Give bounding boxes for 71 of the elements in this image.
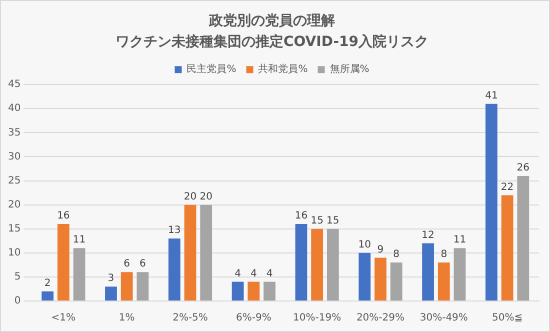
y-tick-label: 25 — [8, 175, 21, 186]
bar — [184, 204, 196, 300]
y-tick-label: 5 — [14, 272, 21, 283]
data-label: 9 — [377, 244, 384, 256]
data-label: 6 — [140, 258, 146, 270]
bar — [120, 272, 133, 300]
data-label: 13 — [168, 225, 181, 236]
bar — [42, 291, 54, 300]
y-tick-label: 15 — [8, 223, 21, 234]
data-label: 26 — [516, 162, 530, 174]
data-label: 15 — [310, 215, 324, 226]
x-tick-label: 6%-9% — [236, 312, 272, 324]
data-label: 6 — [124, 258, 130, 270]
data-label: 12 — [422, 230, 434, 241]
bar — [232, 282, 244, 300]
legend-label: 共和党員% — [258, 63, 308, 76]
y-tick-label: 10 — [8, 248, 21, 259]
bar — [326, 228, 339, 300]
bar — [422, 243, 434, 300]
x-tick-label: <1% — [51, 312, 76, 324]
x-tick-label: 30%-49% — [420, 312, 468, 324]
bar — [200, 204, 212, 300]
data-label: 4 — [266, 268, 273, 280]
y-tick-label: 45 — [8, 79, 21, 90]
bar — [438, 262, 450, 300]
data-label: 20 — [184, 191, 197, 202]
x-tick-label: 1% — [118, 312, 135, 324]
data-label: 4 — [250, 268, 257, 280]
bar — [295, 224, 308, 300]
y-tick-label: 20 — [8, 199, 21, 210]
data-label: 8 — [440, 249, 448, 260]
y-tick-label: 35 — [8, 127, 21, 138]
y-tick-label: 40 — [8, 103, 21, 114]
bar — [264, 282, 276, 300]
y-tick-label: 30 — [8, 151, 21, 162]
data-label: 11 — [72, 234, 86, 246]
bar — [358, 252, 371, 300]
bar — [57, 224, 70, 300]
data-label: 15 — [326, 215, 340, 226]
data-label: 8 — [393, 249, 400, 260]
chart-title: 政党別の党員の理解 — [208, 13, 335, 30]
data-label: 22 — [500, 182, 514, 193]
chart-subtitle: ワクチン未接種集団の推定COVID-19入院リスク — [115, 32, 429, 50]
bar — [486, 104, 498, 300]
x-tick-label: 50%≦ — [492, 312, 523, 324]
bar — [136, 272, 149, 300]
bar — [248, 282, 260, 300]
bar — [454, 248, 466, 300]
data-label: 41 — [485, 90, 498, 102]
data-label: 4 — [234, 268, 241, 280]
data-label: 10 — [358, 240, 371, 251]
legend-label: 民主党員% — [186, 63, 236, 76]
bar — [311, 228, 324, 300]
bar — [374, 258, 386, 300]
x-tick-label: 2%-5% — [172, 312, 208, 324]
data-label: 11 — [453, 234, 466, 246]
legend-label: 無所属% — [330, 63, 370, 76]
data-label: 20 — [200, 191, 212, 202]
bar — [517, 176, 530, 300]
x-tick-label: 10%-19% — [293, 312, 342, 324]
bar — [501, 195, 514, 300]
data-label: 16 — [294, 210, 308, 222]
data-label: 3 — [108, 273, 114, 284]
bar — [390, 262, 402, 300]
bar — [168, 238, 180, 300]
data-label: 2 — [44, 278, 51, 289]
bar — [105, 286, 117, 300]
x-tick-label: 20%-29% — [356, 312, 405, 324]
y-tick-label: 0 — [14, 296, 21, 307]
data-label: 16 — [57, 210, 70, 222]
bar — [73, 248, 86, 300]
